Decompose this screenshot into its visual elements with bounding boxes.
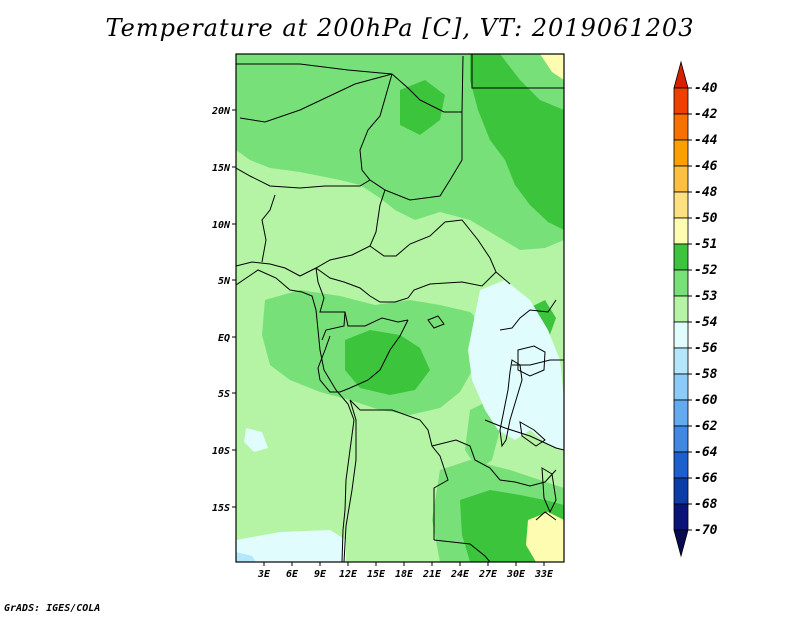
longitude-axis: 3E 6E 9E 12E 15E 18E 21E 24E 27E 30E 33E xyxy=(257,562,554,580)
colorbar-label: -51 xyxy=(694,237,717,252)
colorbar-segment xyxy=(673,269,689,297)
colorbar-segment xyxy=(673,217,689,245)
field-minus52-northeast xyxy=(470,54,564,230)
colorbar-segment xyxy=(673,295,689,323)
colorbar-segment xyxy=(673,87,689,115)
country-borders xyxy=(236,54,564,562)
lake-outlines xyxy=(427,315,557,514)
grads-credit: GrADS: IGES/COLA xyxy=(4,603,101,614)
colorbar-label: -46 xyxy=(694,159,718,174)
lat-tick-label: 15N xyxy=(212,163,231,174)
colorbar-top-arrow xyxy=(673,60,689,89)
colorbar-label: -40 xyxy=(694,81,718,96)
coastline xyxy=(236,269,355,562)
colorbar-label: -66 xyxy=(694,471,718,486)
lat-tick-label: 15S xyxy=(212,503,230,514)
lon-tick-label: 21E xyxy=(422,569,442,580)
colorbar-label: -44 xyxy=(694,133,718,148)
colorbar-label: -54 xyxy=(694,315,718,330)
colorbar-segment xyxy=(673,399,689,427)
lon-tick-label: 18E xyxy=(395,569,414,580)
colorbar-segment xyxy=(673,451,689,479)
colorbar-label: -50 xyxy=(694,211,718,226)
lat-tick-label: 5S xyxy=(218,389,230,400)
lat-tick-label: 5N xyxy=(218,276,231,287)
colorbar-label: -48 xyxy=(694,185,718,200)
colorbar-segment xyxy=(673,243,689,271)
field-minus52-north-center xyxy=(400,80,445,135)
lon-tick-label: 30E xyxy=(506,569,526,580)
latitude-axis: 20N 15N 10N 5N EQ 5S 10S 15S xyxy=(211,106,236,514)
field-minus51-southeast-corner xyxy=(526,512,564,562)
colorbar-label: -42 xyxy=(694,107,718,122)
field-minus58-corner xyxy=(236,552,256,562)
lon-tick-label: 27E xyxy=(478,569,498,580)
colorbar-label: -68 xyxy=(694,497,718,512)
lon-tick-label: 15E xyxy=(367,569,386,580)
colorbar-label: -64 xyxy=(694,445,718,460)
colorbar-label: -52 xyxy=(694,263,718,278)
field-minus51-northeast-corner xyxy=(540,54,564,80)
colorbar-segment xyxy=(673,503,689,531)
lon-tick-label: 6E xyxy=(286,569,299,580)
field-minus56-southwest xyxy=(236,530,346,562)
field-minus53-west-blob xyxy=(236,54,310,120)
lat-tick-label: 20N xyxy=(211,106,231,117)
lat-tick-label: 10N xyxy=(212,220,231,231)
colorbar-segment xyxy=(673,139,689,167)
lon-tick-label: 3E xyxy=(257,569,271,580)
field-minus56-west-spot xyxy=(244,428,268,452)
colorbar-label: -56 xyxy=(694,341,718,356)
colorbar-label: -53 xyxy=(694,289,718,304)
colorbar-label: -70 xyxy=(694,523,718,538)
map-title: Temperature at 200hPa [C], VT: 201906120… xyxy=(105,14,695,42)
lon-tick-label: 24E xyxy=(450,569,470,580)
field-minus52-congo-core xyxy=(345,330,430,395)
colorbar-segment xyxy=(673,425,689,453)
lon-tick-label: 33E xyxy=(534,569,554,580)
colorbar-label: -60 xyxy=(694,393,718,408)
lat-tick-label: 10S xyxy=(212,446,230,457)
colorbar-segment xyxy=(673,165,689,193)
colorbar-segment xyxy=(673,373,689,401)
lon-tick-label: 12E xyxy=(339,569,358,580)
colorbar-segment xyxy=(673,113,689,141)
colorbar-label: -58 xyxy=(694,367,718,382)
map-frame xyxy=(235,53,565,563)
colorbar-bottom-arrow xyxy=(673,529,689,558)
lon-tick-label: 9E xyxy=(314,569,327,580)
colorbar: -40 -42 -44 -46 -48 -50 -51 -52 -53 -54 -56 -58 -60 -… xyxy=(673,60,718,558)
colorbar-segment xyxy=(673,321,689,349)
colorbar-segment xyxy=(673,477,689,505)
lat-tick-label: EQ xyxy=(218,333,230,344)
colorbar-label: -62 xyxy=(694,419,718,434)
colorbar-segment xyxy=(673,347,689,375)
colorbar-segment xyxy=(673,191,689,219)
temperature-field xyxy=(236,54,564,562)
